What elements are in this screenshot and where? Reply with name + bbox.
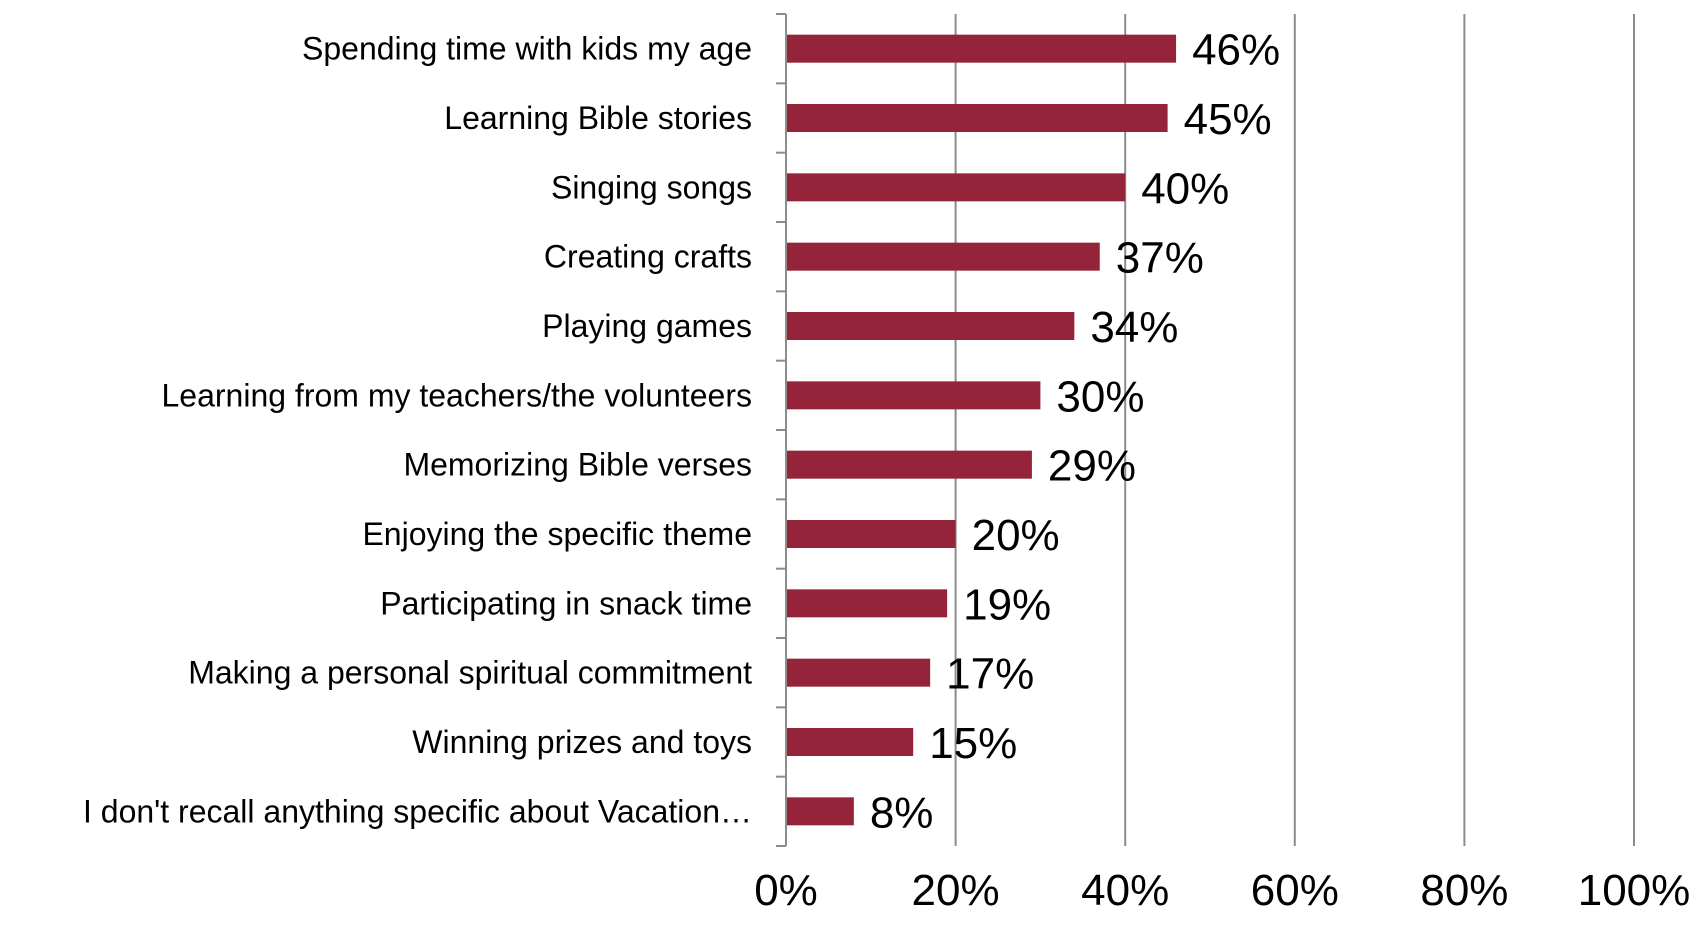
category-label: Enjoying the specific theme	[362, 516, 752, 552]
bar	[787, 242, 1100, 271]
bar	[787, 173, 1126, 202]
value-label: 29%	[1048, 442, 1136, 491]
x-tick-label: 80%	[1420, 866, 1508, 915]
value-label: 37%	[1116, 234, 1204, 283]
category-label: Participating in snack time	[380, 585, 752, 621]
value-label: 46%	[1192, 26, 1280, 75]
x-tick-label: 0%	[754, 866, 818, 915]
x-tick-label: 60%	[1251, 866, 1339, 915]
bar	[787, 381, 1041, 410]
value-label: 15%	[929, 719, 1017, 768]
bar	[787, 728, 914, 756]
bar	[787, 34, 1177, 63]
x-tick-label: 40%	[1081, 866, 1169, 915]
value-label: 34%	[1090, 303, 1178, 352]
category-label: Winning prizes and toys	[412, 724, 752, 760]
category-label: I don't recall anything specific about V…	[83, 793, 752, 829]
category-label: Playing games	[542, 308, 752, 344]
axes	[776, 13, 787, 847]
value-label: 40%	[1141, 164, 1229, 213]
bars	[787, 34, 1177, 826]
value-label: 8%	[870, 788, 934, 837]
value-label: 19%	[963, 580, 1051, 629]
gridlines	[954, 14, 1635, 846]
bar	[787, 797, 854, 826]
category-label: Learning Bible stories	[444, 100, 752, 136]
category-label: Spending time with kids my age	[302, 31, 752, 67]
bar	[787, 658, 931, 687]
value-label: 45%	[1184, 95, 1272, 144]
category-label: Making a personal spiritual commitment	[188, 655, 752, 691]
value-label: 17%	[946, 650, 1034, 699]
bar	[787, 589, 948, 618]
bar	[787, 312, 1075, 340]
value-label: 30%	[1056, 372, 1144, 421]
x-tick-label: 20%	[912, 866, 1000, 915]
bar	[787, 520, 956, 548]
category-label: Singing songs	[551, 169, 752, 205]
category-label: Learning from my teachers/the volunteers	[161, 377, 752, 413]
value-label: 20%	[972, 511, 1060, 560]
bar	[787, 104, 1168, 132]
labels: 0% 20% 40% 60% 80% 100% Spending time with kid…	[83, 26, 1690, 915]
bar	[787, 450, 1032, 479]
x-tick-label: 100%	[1578, 866, 1691, 915]
category-label: Memorizing Bible verses	[403, 447, 752, 483]
category-label: Creating crafts	[544, 239, 752, 275]
